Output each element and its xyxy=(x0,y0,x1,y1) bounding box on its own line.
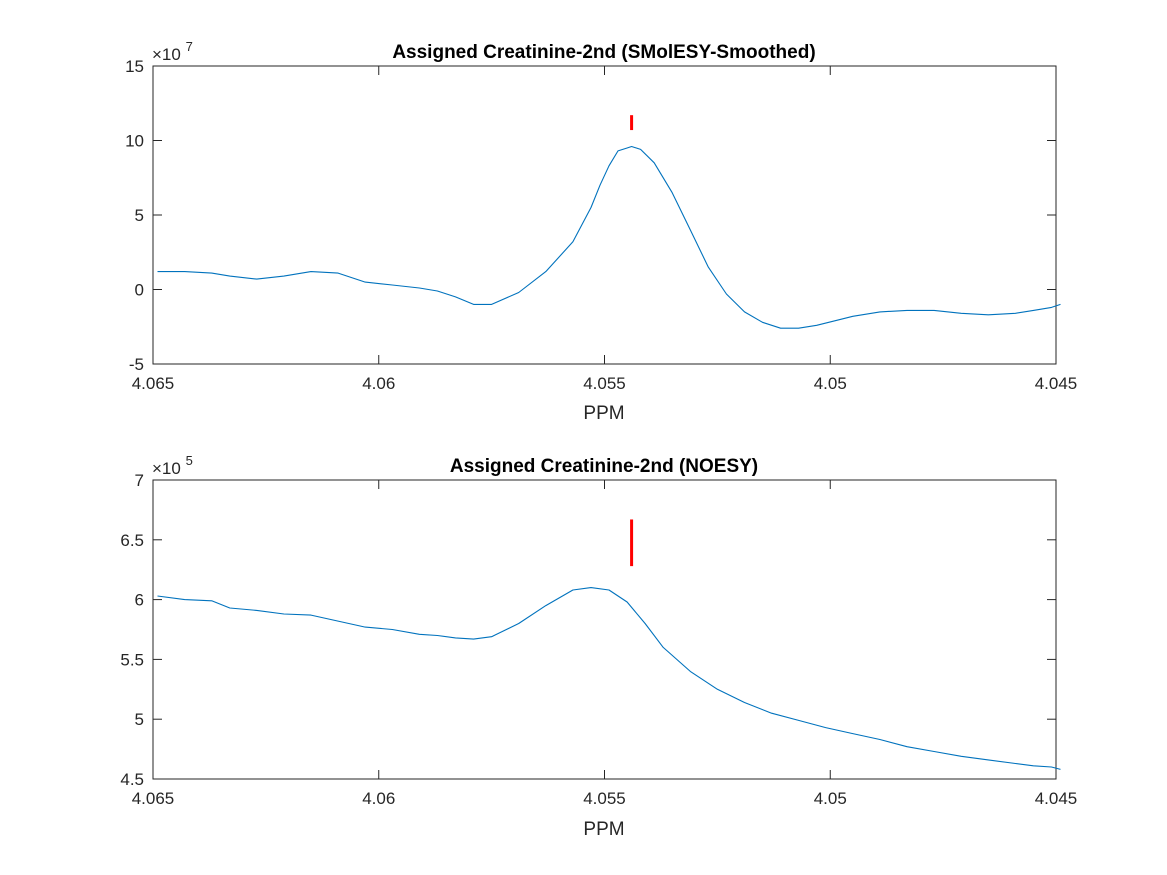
chart-2-xtick-label: 4.045 xyxy=(1035,789,1078,808)
chart-2-xtick-label: 4.05 xyxy=(814,789,847,808)
chart-1-axes-frame xyxy=(152,65,1057,365)
chart-2-title: Assigned Creatinine-2nd (NOESY) xyxy=(450,456,758,477)
chart-2: 4.065 4.06 4.055 4.05 4.045 4.5 5 5.5 6 6.5 7 Assig… xyxy=(120,453,1077,840)
chart-1-ytick-label: -5 xyxy=(129,355,144,374)
chart-2-ytick-label: 5 xyxy=(135,710,144,729)
chart-2-ytick-label: 7 xyxy=(135,471,144,490)
chart-1-ytick-label: 10 xyxy=(125,132,144,151)
chart-2-ytick-label: 6 xyxy=(135,591,144,610)
chart-2-y-multiplier-base: ×10 xyxy=(152,459,181,478)
chart-1-y-multiplier-base: ×10 xyxy=(152,45,181,64)
chart-2-y-multiplier-exp: 5 xyxy=(186,453,193,468)
chart-1-xtick-label: 4.06 xyxy=(362,374,395,393)
chart-1-y-multiplier: ×10 7 xyxy=(152,39,193,64)
chart-1-xlabel: PPM xyxy=(583,403,624,424)
chart-2-xtick-label: 4.06 xyxy=(362,789,395,808)
chart-2-y-multiplier: ×10 5 xyxy=(152,453,193,478)
chart-1-xtick-label: 4.055 xyxy=(583,374,626,393)
chart-2-xtick-label: 4.055 xyxy=(583,789,626,808)
chart-2-series-line xyxy=(157,587,1061,770)
chart-1-title: Assigned Creatinine-2nd (SMolESY-Smoothe… xyxy=(392,42,815,63)
chart-1-y-multiplier-exp: 7 xyxy=(186,39,193,54)
chart-2-ytick-label: 6.5 xyxy=(120,531,144,550)
chart-1-series-line xyxy=(157,145,1061,329)
chart-2-xtick-label: 4.065 xyxy=(132,789,175,808)
chart-2-xlabel: PPM xyxy=(583,819,624,840)
chart-1-ytick-label: 5 xyxy=(135,206,144,225)
chart-1-xtick-label: 4.05 xyxy=(814,374,847,393)
chart-1-xtick-label: 4.045 xyxy=(1035,374,1078,393)
chart-1-xtick-label: 4.065 xyxy=(132,374,175,393)
chart-2-ytick-label: 5.5 xyxy=(120,650,144,669)
chart-1-ytick-label: 15 xyxy=(125,57,144,76)
chart-2-axes-frame xyxy=(152,479,1057,780)
chart-1: 4.065 4.06 4.055 4.05 4.045 -5 0 5 10 15 Assigned … xyxy=(125,39,1077,424)
chart-1-ytick-label: 0 xyxy=(135,281,144,300)
chart-2-ytick-label: 4.5 xyxy=(120,770,144,789)
